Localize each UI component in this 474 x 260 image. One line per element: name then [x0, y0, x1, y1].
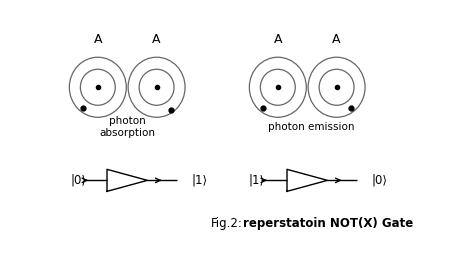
- Text: photon emission: photon emission: [268, 122, 354, 132]
- Text: |0⟩: |0⟩: [372, 174, 388, 187]
- Text: reperstatoin NOT(X) Gate: reperstatoin NOT(X) Gate: [243, 217, 413, 230]
- Text: A: A: [273, 33, 282, 46]
- Text: |1⟩: |1⟩: [248, 174, 264, 187]
- Text: photon
absorption: photon absorption: [99, 116, 155, 139]
- Text: A: A: [152, 33, 161, 46]
- Text: |1⟩: |1⟩: [191, 174, 208, 187]
- Text: A: A: [332, 33, 341, 46]
- Text: |0⟩: |0⟩: [70, 174, 86, 187]
- Text: Fig.2:: Fig.2:: [211, 217, 243, 230]
- Text: A: A: [93, 33, 102, 46]
